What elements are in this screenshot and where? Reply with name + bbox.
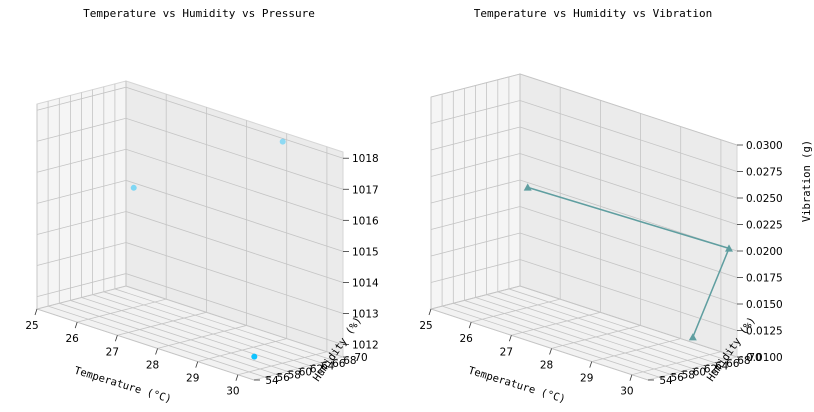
plot-pressure: Temperature vs Humidity vs Pressure 25 26… xyxy=(25,7,379,406)
x-tick-label: 28 xyxy=(146,359,159,371)
z-axis-label: Vibration (g) xyxy=(801,140,813,222)
chart-title: Temperature vs Humidity vs Vibration xyxy=(474,7,712,20)
grid-line xyxy=(36,86,344,159)
y-tick-label: 56 xyxy=(670,372,684,384)
x-tick-label: 27 xyxy=(106,346,119,358)
y-tick-label: 64 xyxy=(715,361,729,373)
data-point xyxy=(688,333,697,341)
z-tick-label: 0.0225 xyxy=(746,220,783,232)
x-tick-label: 26 xyxy=(65,333,79,345)
x-tick-label: 28 xyxy=(540,359,553,371)
y-tick-label: 62 xyxy=(310,364,323,376)
x-tick-label: 29 xyxy=(580,373,593,385)
x-tick-mark xyxy=(428,308,432,316)
grid-line xyxy=(430,179,738,252)
x-tick-label: 30 xyxy=(620,386,633,398)
y-tick-label: 66 xyxy=(332,358,346,370)
grid-line xyxy=(430,232,738,305)
x-tick-mark xyxy=(34,308,38,316)
x-tick-mark xyxy=(155,348,158,355)
z-tick-label: 1014 xyxy=(352,277,379,289)
x-tick-mark xyxy=(589,361,593,368)
grid-line xyxy=(430,73,738,146)
x-tick-label: 25 xyxy=(25,320,38,332)
y-tick-label: 66 xyxy=(726,358,740,370)
grid-line xyxy=(36,148,344,221)
x-tick-mark xyxy=(549,348,552,355)
z-tick-label: 0.0275 xyxy=(746,167,783,179)
grid-line xyxy=(430,126,738,199)
x-tick-mark xyxy=(508,335,512,342)
grid-line xyxy=(36,211,344,283)
data-point xyxy=(251,353,258,360)
y-tick-label: 54 xyxy=(659,375,673,387)
z-tick-label: 1013 xyxy=(352,309,379,321)
data-marks xyxy=(523,183,733,341)
x-tick-mark xyxy=(195,361,199,368)
chart-title: Temperature vs Humidity vs Pressure xyxy=(83,7,315,20)
grid-line xyxy=(36,179,344,252)
axes-panes xyxy=(429,73,739,381)
y-tick-label: 70 xyxy=(748,352,761,364)
data-point xyxy=(130,184,137,191)
z-tick-label: 0.0150 xyxy=(746,299,783,311)
x-tick-mark xyxy=(629,374,633,381)
z-tick-label: 1017 xyxy=(352,184,379,196)
x-tick-mark xyxy=(235,374,239,381)
z-tick-label: 0.0300 xyxy=(746,140,783,152)
data-point xyxy=(523,183,532,191)
x-tick-mark xyxy=(114,335,118,342)
data-point xyxy=(279,138,286,145)
y-tick-label: 58 xyxy=(682,369,695,381)
grid-lines xyxy=(430,73,738,381)
x-tick-label: 30 xyxy=(226,386,239,398)
x-tick-label: 25 xyxy=(419,320,432,332)
z-tick-label: 1016 xyxy=(352,215,379,227)
y-tick-label: 68 xyxy=(737,355,750,367)
grid-line xyxy=(430,153,738,225)
z-tick-label: 1018 xyxy=(352,153,379,165)
x-tick-mark xyxy=(74,322,78,329)
z-tick-label: 1015 xyxy=(352,246,379,258)
grid-line xyxy=(430,206,738,278)
z-tick-label: 1012 xyxy=(352,340,379,352)
y-tick-label: 58 xyxy=(288,369,301,381)
z-tick-label: 0.0125 xyxy=(746,326,783,338)
y-tick-label: 60 xyxy=(693,366,706,378)
grid-line xyxy=(36,117,344,190)
y-tick-label: 60 xyxy=(299,366,312,378)
grid-line xyxy=(430,100,738,172)
z-tick-label: 0.0100 xyxy=(746,352,783,364)
y-tick-label: 62 xyxy=(704,364,717,376)
y-tick-label: 70 xyxy=(354,352,367,364)
z-tick-label: 0.0200 xyxy=(746,246,783,258)
z-tick-label: 0.0175 xyxy=(746,273,783,285)
x-tick-label: 26 xyxy=(459,333,473,345)
data-marks xyxy=(130,138,286,360)
data-point xyxy=(725,244,733,252)
y-tick-label: 64 xyxy=(321,361,335,373)
grid-line xyxy=(430,259,738,331)
y-tick-label: 68 xyxy=(343,355,356,367)
x-tick-label: 29 xyxy=(186,373,199,385)
grid-line xyxy=(430,285,738,358)
z-tick-label: 0.0250 xyxy=(746,193,783,205)
grid-line xyxy=(36,273,344,345)
axes-panes xyxy=(35,80,345,381)
y-tick-label: 54 xyxy=(265,375,279,387)
x-tick-label: 27 xyxy=(500,346,513,358)
grid-line xyxy=(36,242,344,314)
y-tick-label: 56 xyxy=(276,372,290,384)
x-tick-mark xyxy=(468,322,472,329)
plot-vibration: Temperature vs Humidity vs Vibration 252… xyxy=(419,7,813,406)
